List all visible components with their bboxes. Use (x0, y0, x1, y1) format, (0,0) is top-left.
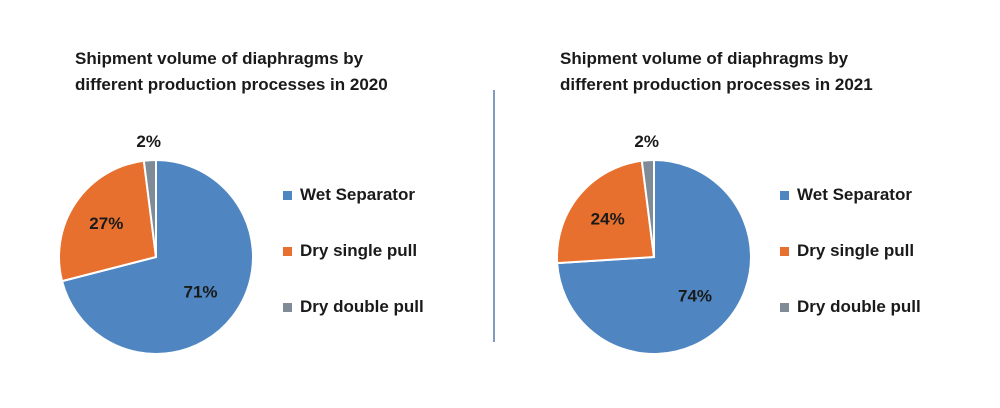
data-label-dry-double-pull: 2% (136, 132, 161, 151)
legend-item-dry-double-pull: Dry double pull (283, 297, 424, 321)
legend-item-dry-single-pull: Dry single pull (283, 241, 417, 265)
legend-swatch (283, 190, 292, 200)
legend-swatch (780, 302, 789, 312)
legend-swatch (283, 246, 292, 256)
chart-title-line-2: different production processes in 2021 (560, 75, 873, 94)
pie-chart: 71% 27% 2% (58, 132, 254, 355)
legend-swatch (780, 246, 789, 256)
legend-label: Dry double pull (300, 297, 424, 316)
legend-item-wet-separator: Wet Separator (780, 185, 912, 209)
pie-chart: 74% 24% 2% (556, 132, 752, 355)
chart-panel-2021: Shipment volume of diaphragms by differe… (497, 0, 1000, 408)
chart-panel-2020: Shipment volume of diaphragms by differe… (0, 0, 495, 408)
pie-slice-dry-double-pull (640, 158, 655, 258)
legend-label: Wet Separator (300, 185, 415, 204)
data-label-dry-double-pull: 2% (634, 132, 659, 151)
chart-title-line-1: Shipment volume of diaphragms by (560, 49, 849, 68)
pie-slice-dry-double-pull (142, 158, 157, 258)
legend-item-wet-separator: Wet Separator (283, 185, 415, 209)
chart-title-line-2: different production processes in 2020 (75, 75, 388, 94)
chart-title: Shipment volume of diaphragms by differe… (75, 46, 475, 98)
data-label-dry-single-pull: 27% (89, 214, 123, 233)
data-label-wet-separator: 71% (183, 283, 217, 302)
pie-slice-dry-single-pull (556, 159, 656, 265)
pie-slice-dry-single-pull (58, 159, 158, 283)
data-label-wet-separator: 74% (678, 287, 712, 306)
panel-divider (493, 90, 495, 342)
legend-swatch (780, 190, 789, 200)
legend-label: Dry single pull (797, 241, 915, 260)
legend-swatch (283, 302, 292, 312)
chart-title: Shipment volume of diaphragms by differe… (560, 46, 960, 98)
legend-label: Dry single pull (300, 241, 418, 260)
legend-label: Dry double pull (797, 297, 921, 316)
legend-label: Wet Separator (797, 185, 912, 204)
legend-item-dry-double-pull: Dry double pull (780, 297, 921, 321)
chart-title-line-1: Shipment volume of diaphragms by (75, 49, 364, 68)
pie-slice-wet-separator (60, 158, 254, 355)
legend-item-dry-single-pull: Dry single pull (780, 241, 914, 265)
data-label-dry-single-pull: 24% (591, 210, 625, 229)
